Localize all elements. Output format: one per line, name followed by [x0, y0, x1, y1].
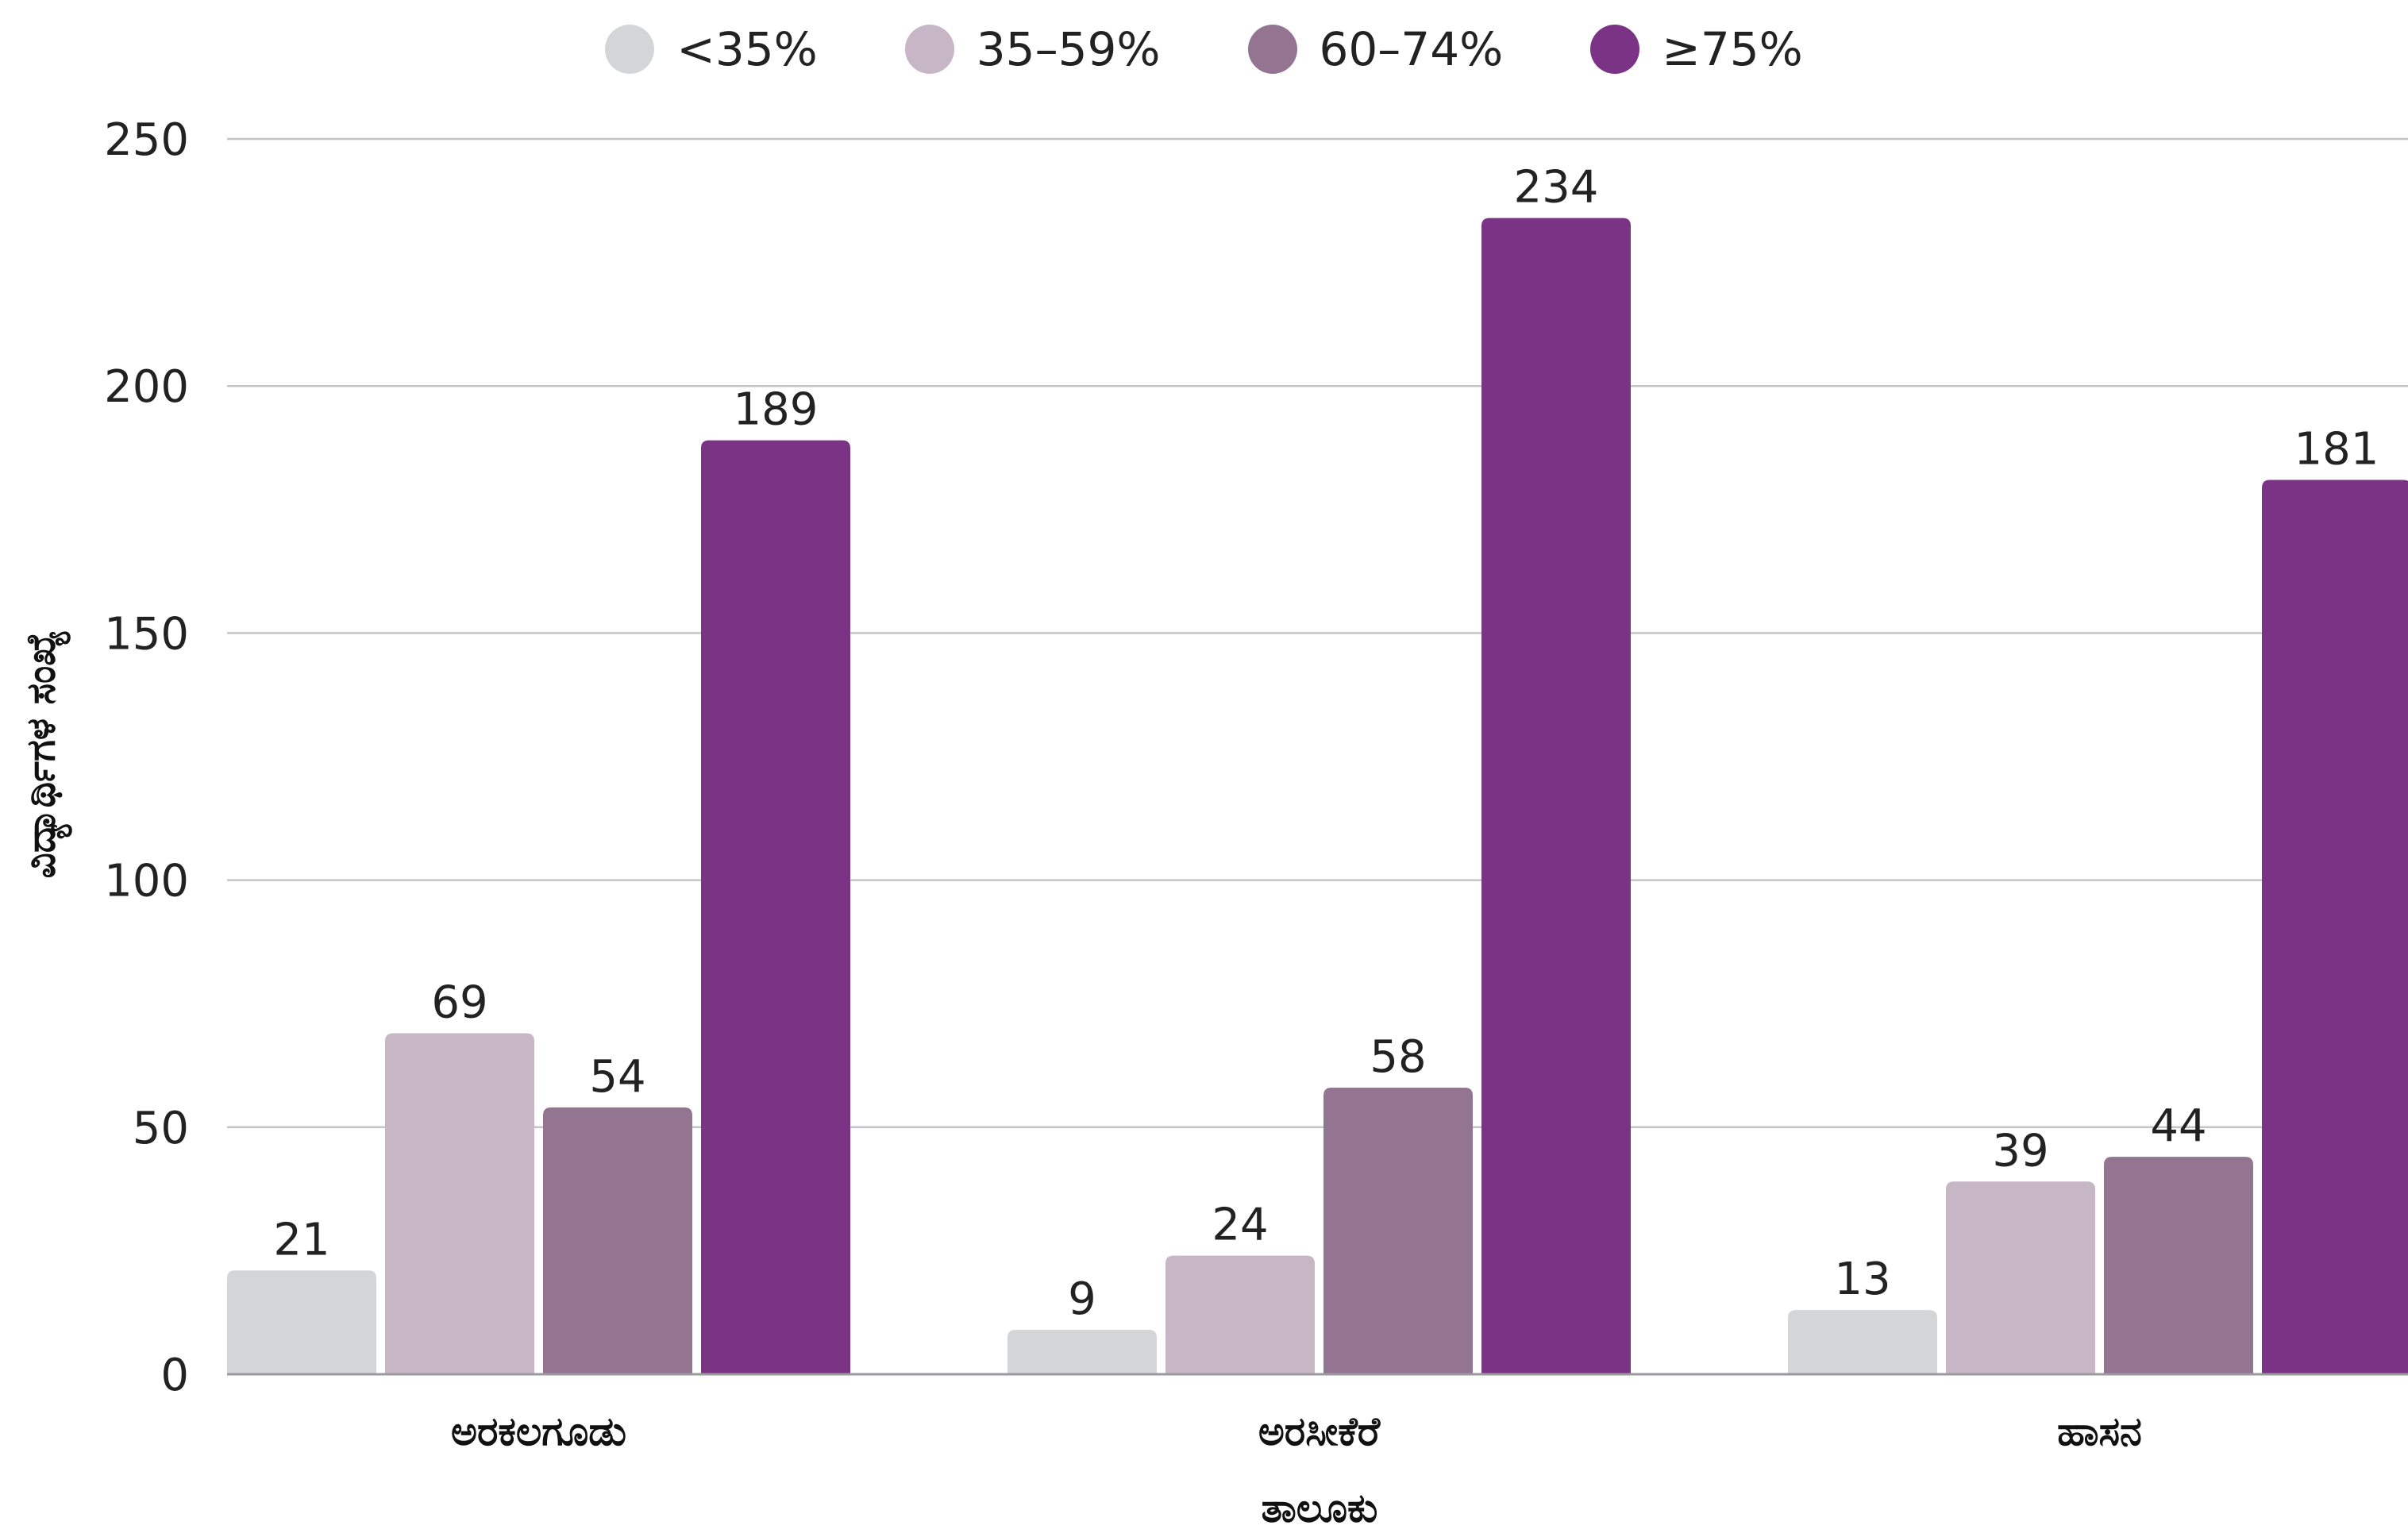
data-label: 44 — [2150, 1100, 2206, 1152]
legend-label: 35–59% — [976, 22, 1161, 76]
y-tick-label: 100 — [104, 856, 189, 907]
data-label: 21 — [273, 1214, 329, 1265]
bar — [1481, 218, 1631, 1375]
x-tick-label: ಅರಸೀಕೆರೆ — [1258, 1408, 1381, 1454]
bar — [1165, 1255, 1315, 1374]
x-axis-title: ತಾಲೂಕು — [1261, 1485, 1378, 1531]
data-label: 69 — [431, 977, 487, 1029]
data-label: 181 — [2294, 423, 2379, 475]
legend-item: ≥75% — [1590, 22, 1803, 76]
x-tick-label: ಅರಕಲಗೂಡು — [451, 1408, 626, 1454]
data-label: 234 — [1514, 162, 1599, 214]
data-label: 9 — [1068, 1273, 1096, 1325]
bar — [2104, 1157, 2253, 1374]
legend-label: <35% — [676, 22, 818, 76]
y-tick-label: 150 — [104, 608, 189, 660]
bar — [2262, 480, 2408, 1374]
legend-swatch — [1590, 25, 1640, 74]
x-tick-label: ಹಾಸನ — [2057, 1408, 2142, 1454]
legend-item: 60–74% — [1247, 22, 1504, 76]
y-tick-label: 50 — [133, 1103, 189, 1154]
bar — [227, 1270, 376, 1374]
bar — [1946, 1181, 2095, 1374]
data-label: 58 — [1370, 1031, 1426, 1083]
legend-swatch — [1247, 25, 1297, 74]
bar — [1788, 1310, 1937, 1374]
bar — [1008, 1329, 1157, 1374]
bar — [543, 1107, 692, 1374]
bar — [1323, 1088, 1473, 1374]
y-tick-label: 0 — [160, 1350, 189, 1401]
y-tick-label: 250 — [104, 114, 189, 166]
data-label: 39 — [1992, 1125, 2048, 1177]
data-label: 189 — [734, 384, 819, 436]
legend-label: 60–74% — [1319, 22, 1504, 76]
bar — [701, 440, 850, 1374]
legend-swatch — [904, 25, 954, 74]
legend-item: <35% — [605, 22, 818, 76]
legend-item: 35–59% — [904, 22, 1161, 76]
data-label: 54 — [589, 1051, 645, 1103]
bar — [385, 1033, 534, 1374]
legend: <35% 35–59% 60–74% ≥75% — [0, 22, 2408, 76]
data-label: 13 — [1834, 1254, 1890, 1305]
y-tick-label: 200 — [104, 361, 189, 413]
y-axis-title: ವಿದ್ಯಾರ್ಥಿಗಳ ಸಂಖ್ಯೆ — [17, 630, 64, 879]
legend-label: ≥75% — [1662, 22, 1803, 76]
legend-swatch — [605, 25, 655, 74]
data-label: 24 — [1212, 1200, 1268, 1251]
